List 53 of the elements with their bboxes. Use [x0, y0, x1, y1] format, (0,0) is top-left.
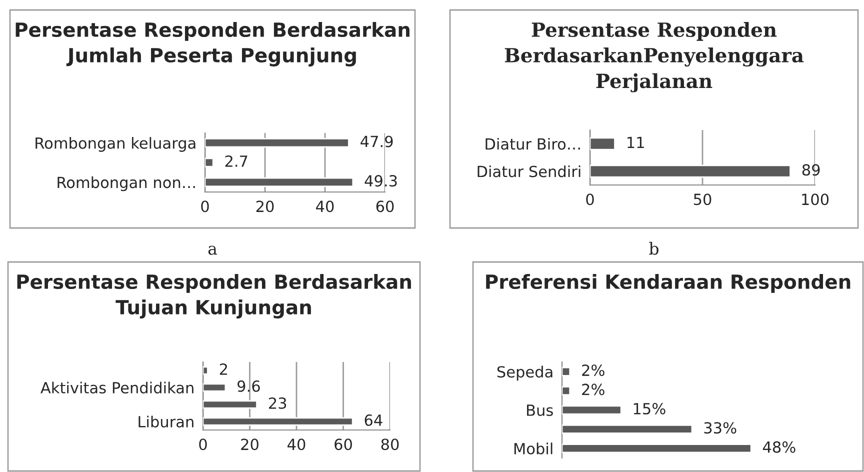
x-tick-label: 100: [802, 194, 829, 206]
bar: [205, 138, 350, 148]
data-label: 11: [628, 136, 644, 148]
y-tick-label: Diatur Biro…: [486, 138, 580, 150]
x-tick-label: 20: [241, 438, 258, 450]
x-tick-label: 60: [334, 438, 352, 450]
data-label: 64: [364, 414, 382, 426]
x-tick-label: 0: [586, 194, 594, 206]
x-tick-label: 80: [381, 438, 399, 450]
x-tick-label: 40: [288, 438, 306, 450]
data-label: 47.9: [360, 136, 393, 148]
bar: [203, 417, 354, 426]
bar: [203, 383, 226, 392]
y-tick-label: Aktivitas Pendidikan: [40, 382, 194, 394]
data-label: 2%: [582, 384, 604, 396]
y-tick-label: Liburan: [138, 416, 194, 428]
x-tick-label: 60: [376, 200, 394, 212]
chart-title: Persentase Responden Berdasarkan Jumlah Peserta Pegunjung: [16, 22, 410, 66]
x-tick-label: 50: [694, 194, 712, 206]
chart-title: Persentase Responden Berdasarkan Tujuan Kunjungan: [17, 274, 411, 318]
data-label: 9.6: [238, 380, 260, 392]
bar: [562, 444, 752, 454]
bar: [205, 177, 354, 187]
data-label: 15%: [634, 402, 666, 414]
data-label: 49.3: [364, 175, 397, 187]
y-tick-label: Rombongan non…: [58, 176, 195, 192]
text: a: [208, 246, 217, 255]
y-tick-label: Sepeda: [497, 366, 552, 381]
data-label: 89: [802, 164, 820, 176]
y-tick-label: Diatur Sendiri: [478, 165, 580, 178]
chart-title: Persentase Responden BerdasarkanPenyelenggara Perjalanan: [504, 22, 804, 92]
y-tick-label: Bus: [527, 404, 553, 416]
bar: [205, 158, 214, 168]
x-tick-label: 0: [199, 438, 207, 450]
data-label: 48%: [762, 441, 796, 453]
y-tick-label: Mobil: [514, 442, 552, 454]
bar: [203, 366, 208, 375]
text: b: [649, 242, 658, 255]
x-tick-label: 20: [256, 200, 274, 212]
data-label: 2%: [582, 364, 604, 376]
bar: [203, 400, 258, 409]
y-tick-label: Rombongan keluarga: [36, 137, 196, 152]
data-label: 23: [268, 397, 286, 409]
bar: [562, 386, 571, 396]
bar: [562, 405, 622, 415]
data-label: 33%: [704, 422, 736, 434]
bar: [562, 424, 693, 434]
bar: [562, 366, 571, 376]
data-label: 2: [220, 363, 227, 375]
x-tick-label: 40: [316, 200, 334, 212]
x-tick-label: 0: [201, 200, 209, 212]
data-label: 2.7: [225, 155, 248, 167]
chart-title: Preferensi Kendaraan Responden: [486, 274, 850, 293]
